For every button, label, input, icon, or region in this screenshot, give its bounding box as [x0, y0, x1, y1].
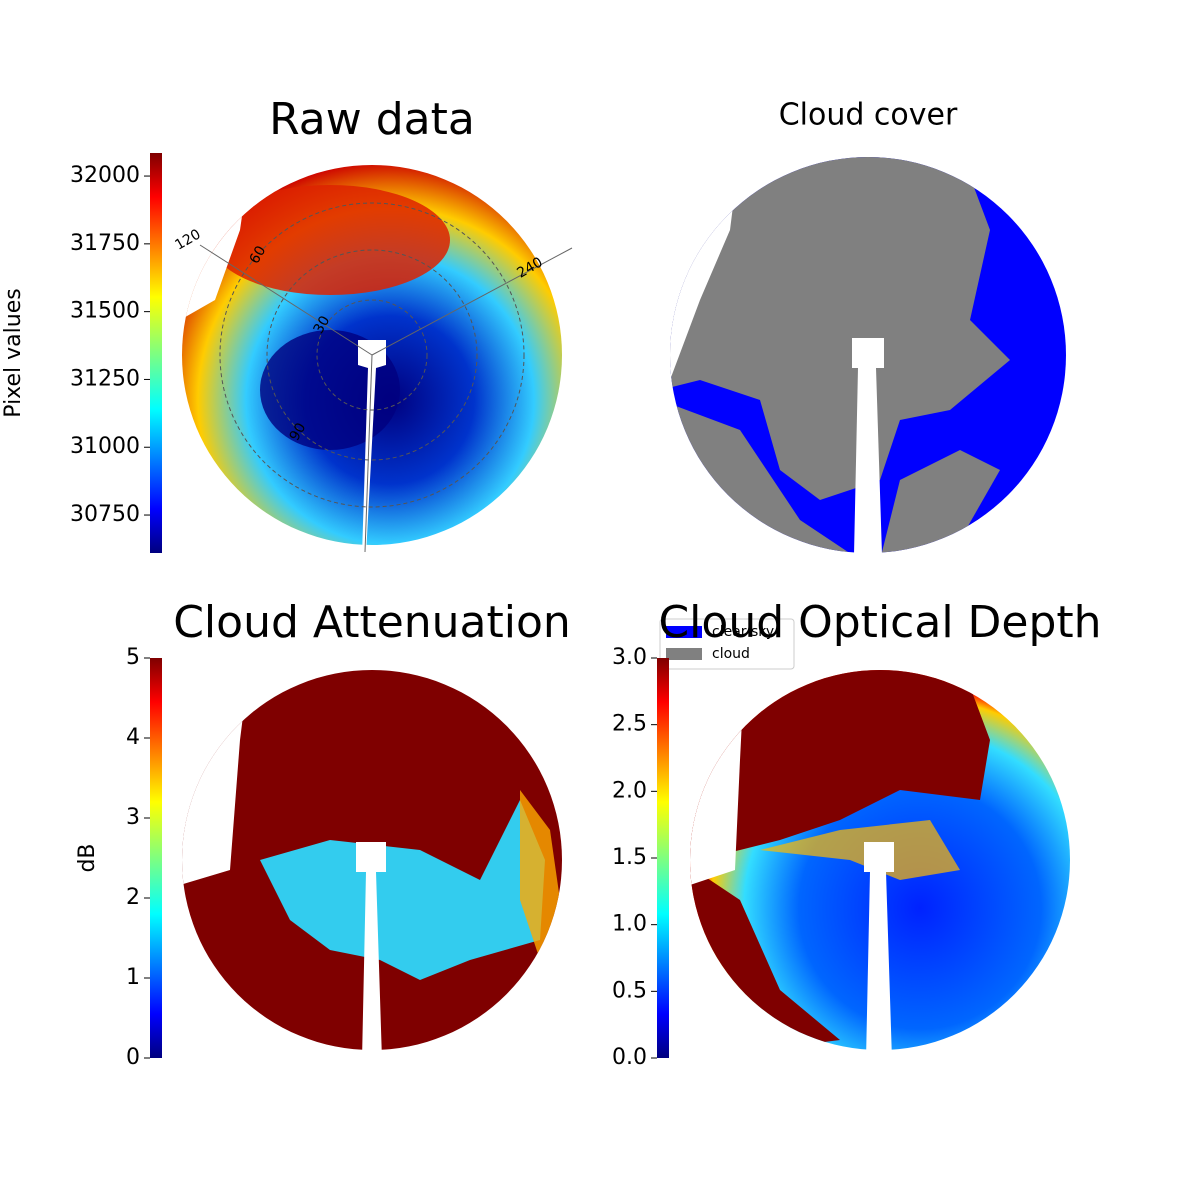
tick-label: 1: [126, 965, 140, 990]
mast: [358, 340, 386, 555]
optical-depth-image: [690, 670, 1070, 1050]
legend-label: cloud: [712, 646, 750, 662]
tick-label: 31250: [70, 366, 140, 391]
tick-label: 3.0: [612, 645, 647, 670]
tick-label: 4: [126, 725, 140, 750]
tick-label: 1.5: [612, 845, 647, 870]
colorbar-label: dB: [75, 843, 100, 872]
tick-label: 30750: [70, 502, 140, 527]
tick-label: 31500: [70, 299, 140, 324]
tick-label: 0.5: [612, 978, 647, 1003]
polar-spokes: [199, 244, 573, 553]
tick-label: 2.0: [612, 778, 647, 803]
colorbar-label: Pixel values: [1, 288, 26, 417]
colorbar: [150, 153, 162, 553]
legend-swatch: [666, 648, 702, 660]
mast: [356, 842, 386, 1060]
tick-label: 2.5: [612, 712, 647, 737]
tick-label: 3: [126, 805, 140, 830]
polar-label: 60: [247, 243, 270, 266]
legend-swatch: [666, 626, 702, 638]
tick-label: 31750: [70, 231, 140, 256]
mast: [852, 338, 884, 555]
colorbar: [657, 658, 669, 1058]
polar-label: 90: [287, 420, 310, 443]
tick-label: 1.0: [612, 912, 647, 937]
polar-label: 30: [311, 313, 334, 336]
tick-label: 0.0: [612, 1045, 647, 1070]
mast: [864, 842, 894, 1060]
legend-label: clear sky: [712, 624, 774, 640]
panel-title: Raw data: [269, 94, 475, 145]
panel-title: Cloud cover: [779, 98, 958, 133]
tick-label: 0: [126, 1045, 140, 1070]
tick-label: 32000: [70, 163, 140, 188]
tick-label: 31000: [70, 434, 140, 459]
polar-label: 120: [172, 226, 203, 253]
polar-grid: [219, 202, 525, 508]
colorbar: [150, 658, 162, 1058]
panel-title: Cloud Attenuation: [173, 597, 571, 648]
tick-label: 2: [126, 885, 140, 910]
panel-title: Cloud Optical Depth: [658, 597, 1101, 648]
tick-label: 5: [126, 645, 140, 670]
